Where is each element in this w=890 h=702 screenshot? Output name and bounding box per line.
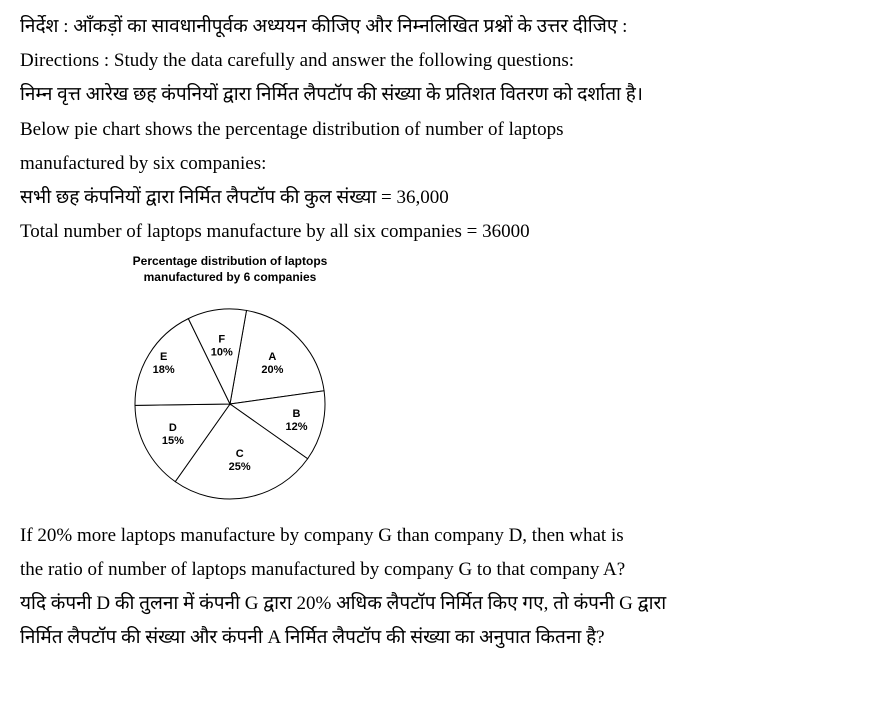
slice-label-percent-d: 15% [162,435,184,447]
chart-title: Percentage distribution of laptops manuf… [110,254,350,285]
pie-chart-svg: A20% B12% C25% D15% E18% F10% [120,294,340,514]
hindi-question-line2: निर्मित लैपटॉप की संख्या और कंपनी A निर्… [20,621,870,655]
hindi-question-line1: यदि कंपनी D की तुलना में कंपनी G द्वारा … [20,587,870,621]
hindi-total: सभी छह कंपनियों द्वारा निर्मित लैपटॉप की… [20,181,870,215]
slice-label-name-e: E [160,351,167,363]
slice-label-percent-b: 12% [285,420,307,432]
pie-chart-section: Percentage distribution of laptops manuf… [110,254,870,513]
slice-label-name-c: C [236,448,244,460]
slice-label-name-f: F [218,333,225,345]
english-description-line2: manufactured by six companies: [20,147,870,181]
pie-chart-container: A20% B12% C25% D15% E18% F10% [120,294,340,514]
english-question-line1: If 20% more laptops manufacture by compa… [20,519,870,553]
question-followup-block: If 20% more laptops manufacture by compa… [20,519,870,656]
english-directions: Directions : Study the data carefully an… [20,44,870,78]
english-description-line1: Below pie chart shows the percentage dis… [20,113,870,147]
english-total: Total number of laptops manufacture by a… [20,215,870,249]
hindi-description: निम्न वृत्त आरेख छह कंपनियों द्वारा निर्… [20,78,870,112]
slice-label-percent-c: 25% [229,461,251,473]
slice-label-percent-e: 18% [153,364,175,376]
question-text-block: निर्देश : आँकड़ों का सावधानीपूर्वक अध्यय… [20,10,870,249]
slice-label-name-a: A [268,350,276,362]
slice-label-name-b: B [293,407,301,419]
slice-label-name-d: D [169,422,177,434]
slice-label-percent-a: 20% [261,363,283,375]
slice-label-percent-f: 10% [211,346,233,358]
english-question-line2: the ratio of number of laptops manufactu… [20,553,870,587]
hindi-directions: निर्देश : आँकड़ों का सावधानीपूर्वक अध्यय… [20,10,870,44]
